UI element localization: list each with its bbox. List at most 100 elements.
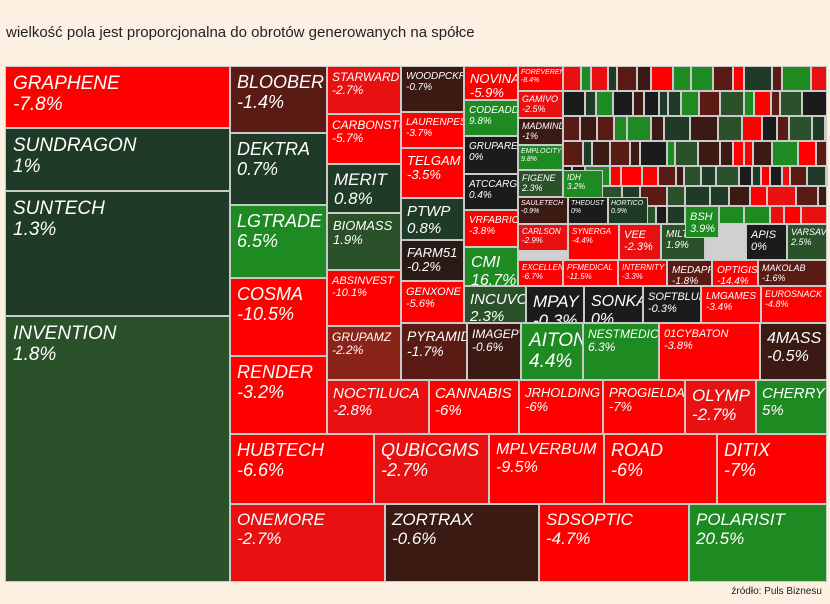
tile-laurenpes: LAURENPES -3.7% xyxy=(401,112,464,148)
small-tile xyxy=(825,116,827,141)
tile-polarisit: POLARISIT 20.5% xyxy=(689,504,827,582)
tile-name: VRFABRIC xyxy=(469,215,518,226)
tile-change: -2.3% xyxy=(624,241,653,254)
tile-graphene: GRAPHENE -7.8% xyxy=(5,66,230,128)
tile-change: 2.5% xyxy=(791,236,812,247)
tile-name: MPLVERBUM xyxy=(496,441,597,458)
tile-idh: IDH 3.2% xyxy=(563,170,603,198)
tile-carlson: CARLSON -2.9% xyxy=(518,224,568,251)
small-tile xyxy=(770,206,784,224)
tile-name: DEKTRA xyxy=(237,139,311,159)
small-tile xyxy=(676,166,684,186)
tile-cherry: CHERRY 5% xyxy=(756,380,827,434)
small-tile xyxy=(789,116,812,141)
tile-name: FIGENE xyxy=(522,173,556,183)
tile-name: VEE xyxy=(624,229,647,241)
tile-name: CODEADDIC xyxy=(469,105,517,116)
tile-change: -1.6% xyxy=(762,272,786,283)
tile-sundragon: SUNDRAGON 1% xyxy=(5,128,230,191)
tile-change: -4.4% xyxy=(572,235,593,245)
tile-change: -11.5% xyxy=(567,271,592,281)
tile-biomass: BIOMASS 1.9% xyxy=(327,213,401,270)
small-tile xyxy=(744,66,772,91)
tile-vee: VEE -2.3% xyxy=(619,224,661,260)
tile-varsav: VARSAV 2.5% xyxy=(787,224,827,260)
small-tile xyxy=(718,116,742,141)
tile-change: -3.8% xyxy=(664,340,693,353)
small-tile xyxy=(644,91,659,116)
small-tile xyxy=(658,166,676,186)
tile-change: -1.4% xyxy=(237,91,285,112)
tile-change: 20.5% xyxy=(696,528,745,548)
small-tile xyxy=(729,186,750,206)
tile-change: -3.3% xyxy=(622,271,643,281)
small-tile xyxy=(716,166,739,186)
tile-change: 1.9% xyxy=(666,240,689,251)
tile-name: GRAPHENE xyxy=(13,73,120,94)
tile-change: -2.8% xyxy=(333,401,373,419)
tile-name: GAMIVO xyxy=(522,94,559,104)
tile-change: -1% xyxy=(522,130,539,141)
tile-name: INVENTION xyxy=(13,323,117,344)
small-tile xyxy=(720,141,733,166)
tile-name: CARBONSTU xyxy=(332,118,401,132)
tile-change: -2.7% xyxy=(332,83,364,98)
small-tile xyxy=(581,66,591,91)
tile-change: 16.7% xyxy=(471,271,517,286)
tile-name: APIS xyxy=(751,229,777,241)
tile-change: -0.3% xyxy=(648,303,677,316)
small-tile xyxy=(597,116,614,141)
small-tile xyxy=(777,116,789,141)
small-tile xyxy=(656,206,667,224)
tile-internity: INTERNITY -3.3% xyxy=(618,260,667,286)
tile-name: PTWP xyxy=(407,203,451,220)
small-tile xyxy=(790,166,807,186)
tile-imagepwr: IMAGEPWR-0.6% xyxy=(467,323,521,380)
tile-bsh: BSH 3.9% xyxy=(685,206,719,238)
tile-telgam: TELGAM -3.5% xyxy=(401,148,464,198)
small-tile xyxy=(591,66,608,91)
tile-name: LAURENPES xyxy=(406,117,464,128)
small-tile xyxy=(563,91,585,116)
small-tile xyxy=(811,66,827,91)
tile-jrholding: JRHOLDING -6% xyxy=(519,380,603,434)
tile-optigis: OPTIGIS -14.4% xyxy=(712,260,758,286)
tile-change: -3.7% xyxy=(406,128,433,139)
tile-name: GRUPAMZ xyxy=(332,330,392,344)
tile-name: PYRAMID xyxy=(407,328,467,344)
small-tile xyxy=(798,141,816,166)
tile-name: MILTON xyxy=(666,229,703,240)
tile-change: -4.7% xyxy=(546,528,591,548)
small-tile xyxy=(818,186,827,206)
small-tile xyxy=(752,166,761,186)
small-tile xyxy=(753,141,772,166)
small-tile xyxy=(739,166,752,186)
tile-name: ZORTRAX xyxy=(392,510,473,529)
small-tile xyxy=(690,116,718,141)
tile-change: -14.4% xyxy=(717,276,749,286)
tile-pfmedical: PFMEDICAL -11.5% xyxy=(563,260,618,286)
tile-sdsoptic: SDSOPTIC -4.7% xyxy=(539,504,689,582)
tile-name: CANNABIS xyxy=(435,385,512,402)
tile-change: -5.6% xyxy=(406,298,435,311)
tile-mplverbum: MPLVERBUM -9.5% xyxy=(489,434,604,504)
tile-merit: MERIT 0.8% xyxy=(327,164,401,213)
tile-name: BSH xyxy=(690,211,713,223)
tile-name: POLARISIT xyxy=(696,510,785,529)
tile-name: FOREVEREN xyxy=(521,69,563,76)
tile-novina: NOVINA -5.9% xyxy=(464,66,518,100)
small-tile xyxy=(614,116,627,141)
tile-change: -0.3% xyxy=(533,310,578,323)
tile-name: CMI xyxy=(471,254,501,271)
tile-qubicgms: QUBICGMS -2.7% xyxy=(374,434,489,504)
tile-starward: STARWARD -2.7% xyxy=(327,66,401,114)
tile-change: -2.5% xyxy=(522,103,546,114)
tile-name: JRHOLDING xyxy=(525,385,601,400)
tile-nestmedic: NESTMEDIC 6.3% xyxy=(583,323,659,380)
tile-name: GENXONE xyxy=(406,286,462,298)
tile-change: 0% xyxy=(751,241,767,254)
tile-genxone: GENXONE -5.6% xyxy=(401,281,464,323)
small-tile xyxy=(720,91,744,116)
small-tile xyxy=(583,141,592,166)
tile-name: HUBTECH xyxy=(237,440,325,460)
